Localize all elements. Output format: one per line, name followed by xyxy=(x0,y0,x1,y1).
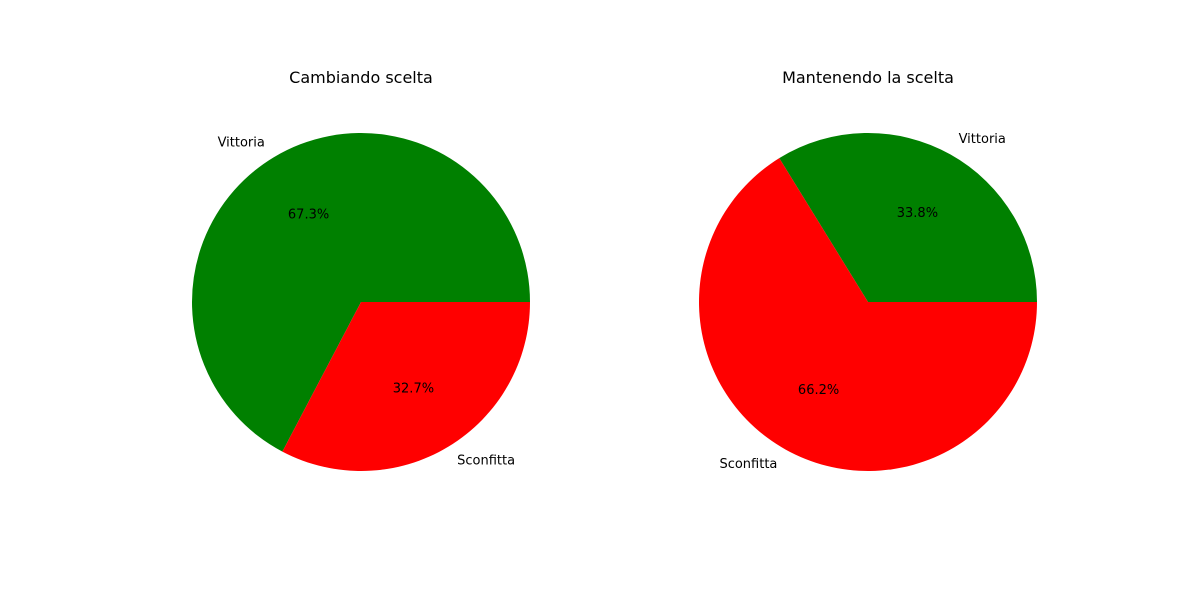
chart-title: Cambiando scelta xyxy=(289,68,433,87)
slice-label-sconfitta: Sconfitta xyxy=(457,454,515,469)
percent-label-vittoria: 33.8% xyxy=(897,206,938,221)
pie-slice-sconfitta xyxy=(699,158,1037,472)
percent-label-sconfitta: 32.7% xyxy=(393,381,434,396)
chart-title: Mantenendo la scelta xyxy=(782,68,954,87)
pie-chart-cambiando: Cambiando scelta Vittoria 67.3% Sconfitta 3… xyxy=(192,68,530,471)
slice-label-vittoria: Vittoria xyxy=(959,132,1006,147)
pie-chart-mantenendo: Mantenendo la scelta Vittoria 33.8% Sconfi… xyxy=(699,68,1037,472)
slice-label-vittoria: Vittoria xyxy=(218,135,265,150)
pie-slice-vittoria xyxy=(779,133,1037,302)
pie-slice-sconfitta xyxy=(282,302,530,471)
slice-label-sconfitta: Sconfitta xyxy=(719,457,777,472)
percent-label-vittoria: 67.3% xyxy=(288,208,329,223)
percent-label-sconfitta: 66.2% xyxy=(798,383,839,398)
pie-slice-vittoria xyxy=(192,133,530,452)
